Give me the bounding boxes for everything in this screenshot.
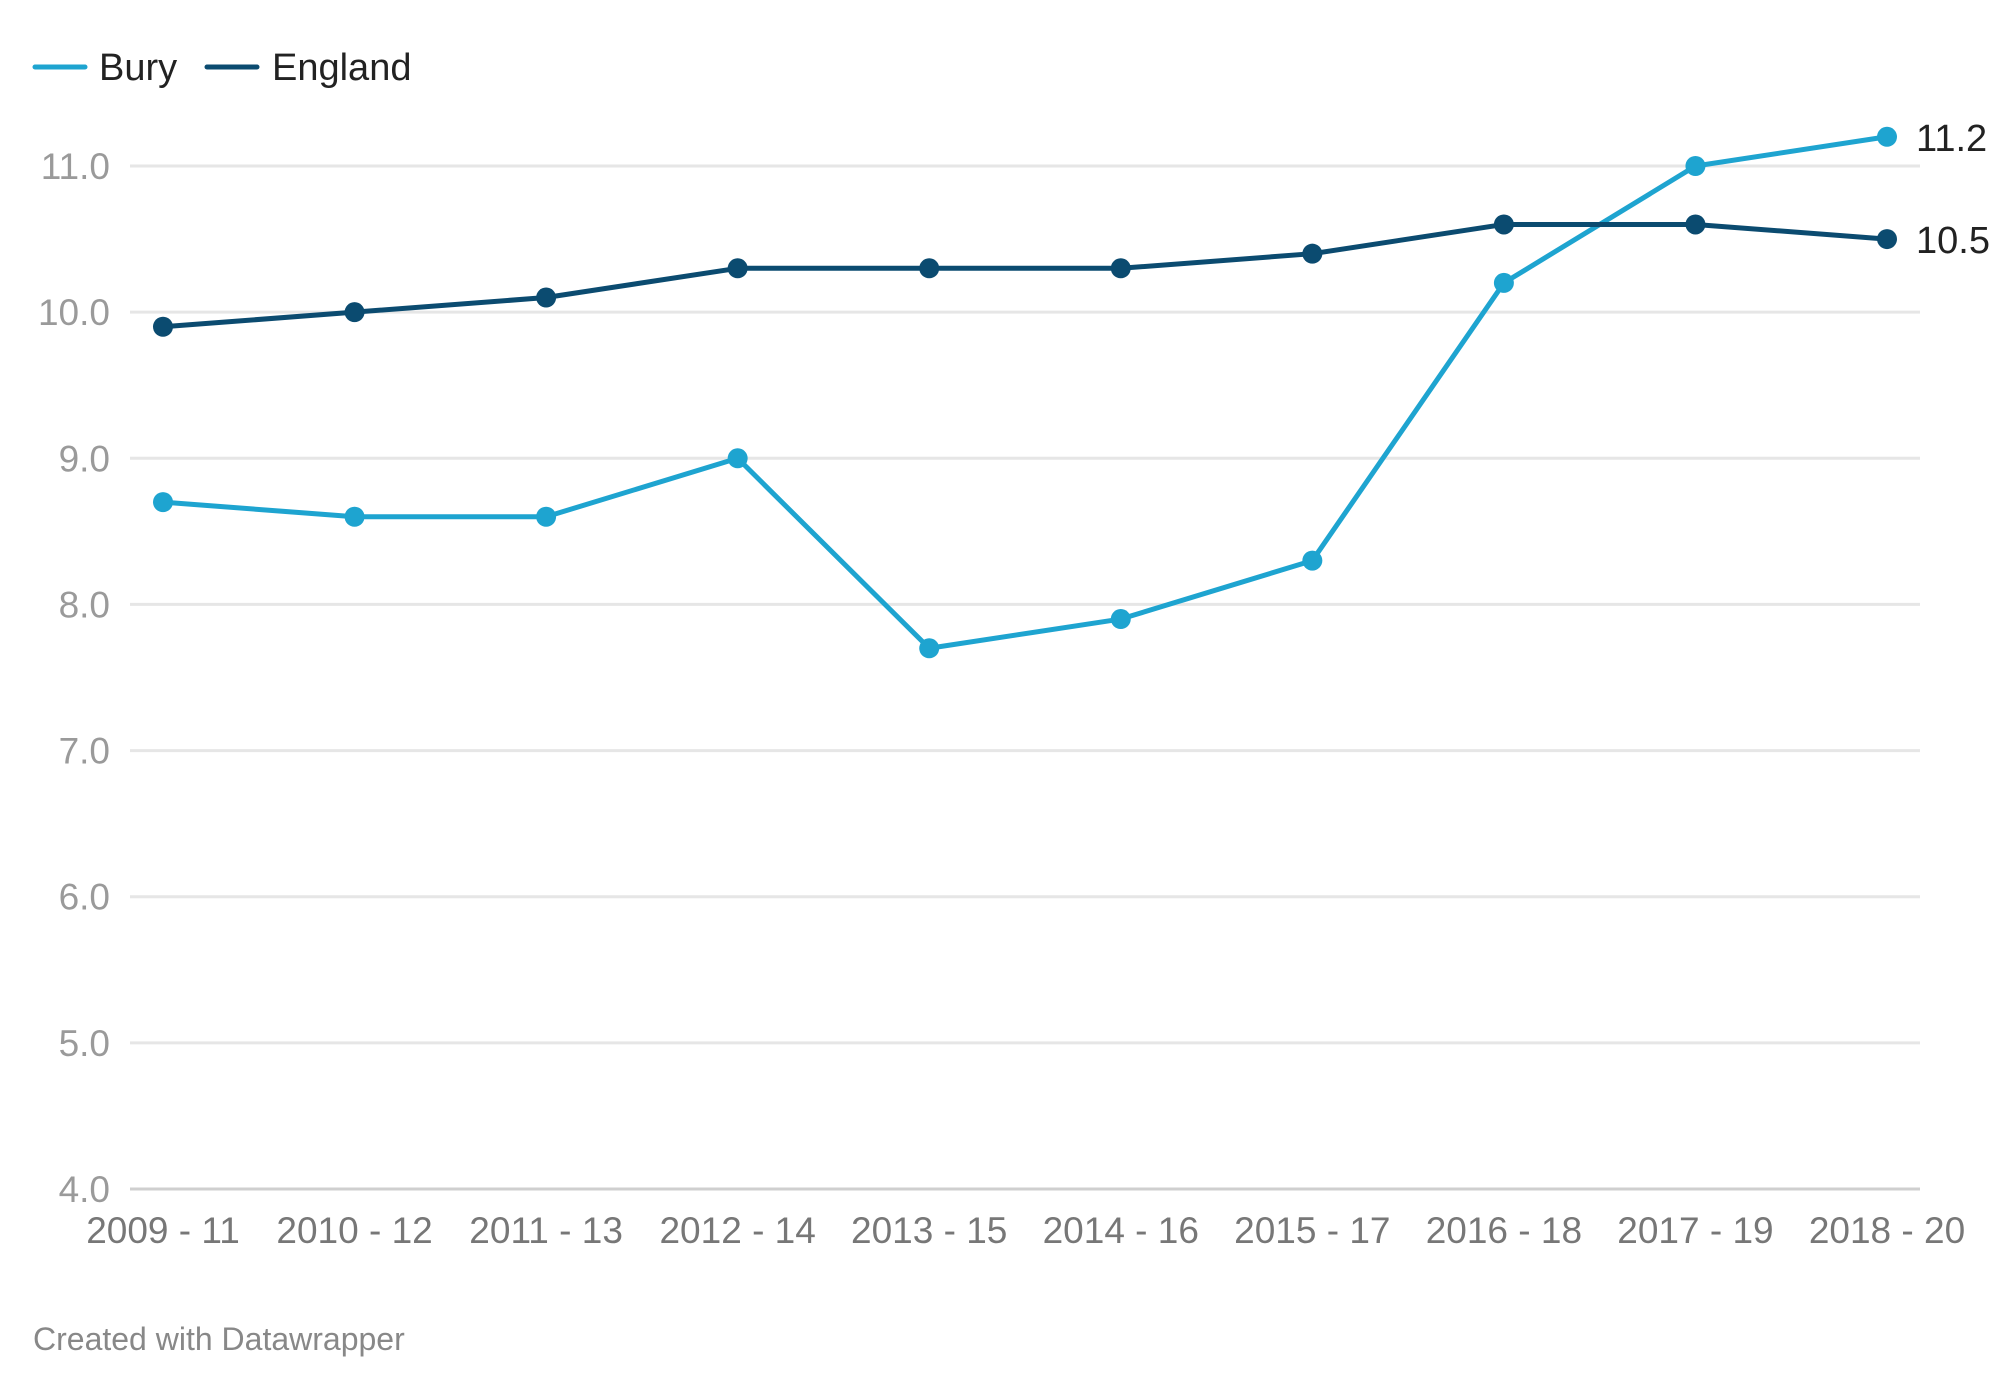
data-point-bury bbox=[1302, 550, 1323, 571]
data-point-england bbox=[1110, 258, 1131, 279]
legend-label-bury: Bury bbox=[99, 47, 177, 89]
data-point-england bbox=[536, 287, 557, 308]
y-tick-label: 9.0 bbox=[59, 438, 110, 479]
x-tick-label: 2016 - 18 bbox=[1426, 1210, 1582, 1251]
data-points bbox=[153, 126, 1897, 659]
data-point-england bbox=[1877, 229, 1897, 250]
end-labels: 11.2 10.5 bbox=[1916, 118, 1990, 262]
x-tick-label: 2010 - 12 bbox=[276, 1210, 432, 1251]
data-point-bury bbox=[727, 448, 748, 469]
data-point-england bbox=[727, 258, 748, 279]
x-tick-label: 2009 - 11 bbox=[86, 1210, 240, 1251]
y-tick-label: 11.0 bbox=[41, 146, 110, 187]
data-point-bury bbox=[1685, 156, 1706, 176]
legend-label-england: England bbox=[272, 47, 411, 89]
legend: Bury England bbox=[32, 47, 411, 89]
series-line-england bbox=[160, 221, 1890, 330]
end-value-label-bury: 11.2 bbox=[1916, 118, 1987, 160]
data-point-england bbox=[1302, 243, 1323, 264]
y-tick-label: 4.0 bbox=[59, 1169, 110, 1210]
data-point-bury bbox=[536, 506, 557, 527]
data-point-bury bbox=[1493, 272, 1514, 293]
y-tick-label: 10.0 bbox=[38, 292, 110, 333]
y-tick-label: 8.0 bbox=[59, 584, 110, 625]
data-point-england bbox=[1493, 214, 1514, 235]
y-tick-label: 7.0 bbox=[59, 731, 110, 772]
end-value-label-england: 10.5 bbox=[1916, 220, 1990, 262]
data-point-england bbox=[919, 258, 940, 279]
x-tick-label: 2015 - 17 bbox=[1234, 1210, 1390, 1251]
data-point-england bbox=[153, 316, 173, 337]
x-tick-label: 2012 - 14 bbox=[659, 1210, 815, 1251]
x-tick-label: 2013 - 15 bbox=[851, 1210, 1007, 1251]
series-line-bury bbox=[160, 134, 1890, 651]
data-point-bury bbox=[344, 506, 365, 527]
y-tick-label: 6.0 bbox=[59, 877, 110, 918]
series-lines bbox=[160, 134, 1890, 651]
footer-credit: Created with Datawrapper bbox=[33, 1321, 405, 1357]
x-tick-label: 2018 - 20 bbox=[1809, 1210, 1965, 1251]
data-point-bury bbox=[919, 638, 940, 659]
data-point-bury bbox=[1877, 126, 1897, 147]
data-point-bury bbox=[153, 492, 173, 513]
y-tick-label: 5.0 bbox=[59, 1023, 110, 1064]
x-tick-label: 2017 - 19 bbox=[1617, 1210, 1773, 1251]
gridlines bbox=[130, 164, 1920, 1191]
x-tick-label: 2011 - 13 bbox=[469, 1210, 623, 1251]
x-axis-ticks: 2009 - 11 2010 - 12 2011 - 13 2012 - 14 2013… bbox=[86, 1210, 1965, 1251]
data-point-bury bbox=[1110, 609, 1131, 630]
data-point-england bbox=[1685, 214, 1706, 235]
x-tick-label: 2014 - 16 bbox=[1043, 1210, 1199, 1251]
y-axis-ticks: 4.0 5.0 6.0 7.0 8.0 9.0 10.0 11.0 bbox=[38, 146, 110, 1210]
data-point-england bbox=[344, 302, 365, 323]
